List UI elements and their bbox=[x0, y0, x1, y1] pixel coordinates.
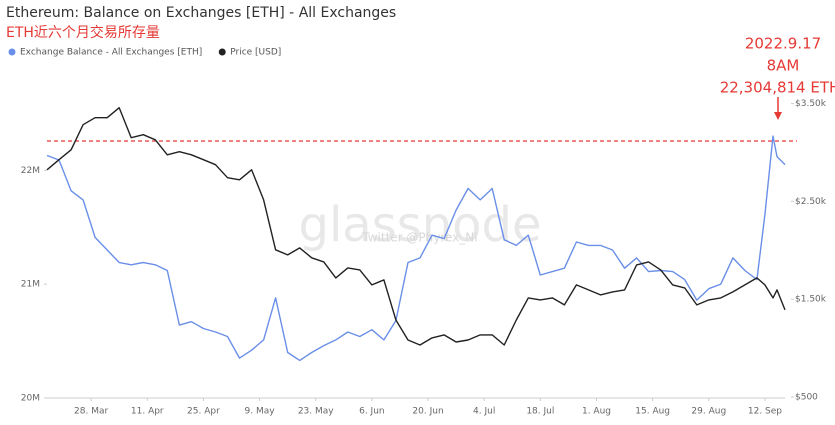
x-tick-label: 28. Mar bbox=[74, 407, 108, 417]
legend-label: Exchange Balance - All Exchanges [ETH] bbox=[20, 48, 202, 58]
chart-title: Ethereum: Balance on Exchanges [ETH] - A… bbox=[6, 5, 396, 21]
annotation: 22,304,814 ETH bbox=[720, 79, 835, 97]
x-tick-label: 12. Sep bbox=[748, 407, 782, 417]
y-tick-label: 20M bbox=[21, 394, 40, 404]
watermark: glassnode bbox=[298, 197, 541, 253]
y2-tick-label: $3.50k bbox=[795, 99, 827, 109]
annotation: 8AM bbox=[767, 57, 800, 75]
arrow-head bbox=[774, 112, 782, 120]
y-tick-label: 22M bbox=[21, 166, 40, 176]
legend-marker bbox=[218, 48, 226, 56]
y2-tick-label: $500 bbox=[795, 393, 818, 403]
watermark: Twitter @Phyrex_Ni bbox=[361, 231, 477, 245]
x-tick-label: 4. Jul bbox=[473, 407, 495, 417]
series-line bbox=[46, 107, 786, 346]
legend-label: Price [USD] bbox=[230, 48, 281, 58]
x-tick-label: 11. Apr bbox=[131, 407, 164, 417]
x-tick-label: 1. Aug bbox=[582, 407, 611, 417]
x-tick-label: 18. Jul bbox=[526, 407, 554, 417]
x-tick-label: 23. May bbox=[298, 407, 334, 417]
x-tick-label: 25. Apr bbox=[187, 407, 220, 417]
legend-marker bbox=[8, 48, 16, 56]
x-tick-label: 6. Jun bbox=[359, 407, 385, 417]
subtitle: ETH近六个月交易所存量 bbox=[6, 24, 160, 41]
series-line bbox=[46, 135, 786, 362]
annotation: 2022.9.17 bbox=[745, 35, 821, 53]
x-tick-label: 9. May bbox=[245, 407, 276, 417]
x-tick-label: 15. Aug bbox=[635, 407, 670, 417]
x-tick-label: 29. Aug bbox=[691, 407, 726, 417]
y2-tick-label: $2.50k bbox=[795, 197, 827, 207]
y-tick-label: 21M bbox=[21, 280, 40, 290]
y2-tick-label: $1.50k bbox=[795, 295, 827, 305]
x-tick-label: 20. Jun bbox=[412, 407, 443, 417]
